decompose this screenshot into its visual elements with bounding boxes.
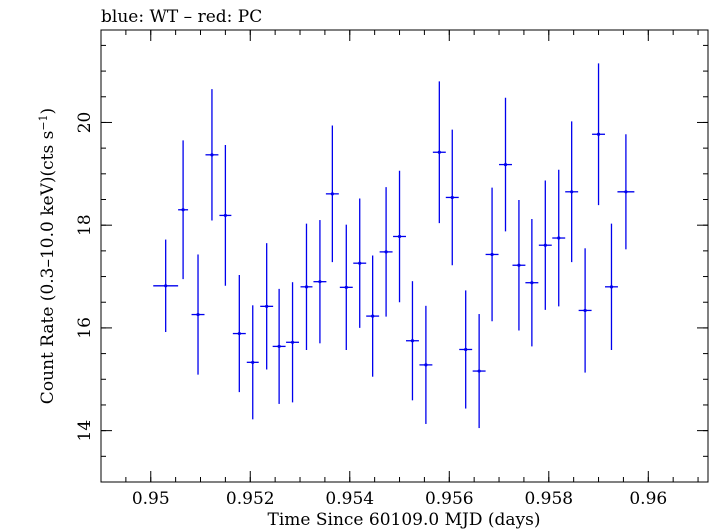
y-axis-label-prefix: Count Rate (0.3–10.0 keV)(cts s (38, 131, 58, 405)
data-point (286, 282, 300, 403)
point-marker (437, 150, 441, 154)
point-marker (330, 192, 334, 196)
data-point (300, 223, 313, 350)
point-marker (464, 347, 468, 352)
point-marker (384, 250, 388, 254)
data-point (605, 223, 618, 350)
y-tick-label: 14 (75, 420, 95, 442)
data-point (353, 198, 367, 328)
point-marker (543, 243, 547, 247)
x-tick-label: 0.958 (524, 489, 573, 509)
data-point (219, 145, 232, 286)
point-marker (358, 261, 362, 265)
data-point (191, 254, 205, 375)
point-marker (223, 213, 227, 218)
x-tick-label: 0.95 (132, 489, 170, 509)
y-tick-label: 16 (75, 317, 95, 339)
data-point (325, 125, 339, 263)
data-point (525, 219, 539, 347)
data-point (499, 97, 512, 232)
chart-title: blue: WT – red: PC (101, 7, 262, 27)
data-point (366, 255, 380, 377)
point-marker (424, 363, 428, 367)
point-marker (583, 308, 587, 313)
y-tick-label: 20 (75, 112, 95, 134)
point-marker (196, 312, 200, 317)
data-point (405, 281, 419, 401)
point-marker (410, 339, 415, 343)
y-tick-label: 18 (75, 214, 95, 236)
y-axis-label-suffix: ) (38, 108, 58, 115)
point-marker (164, 284, 168, 288)
y-axis-label-superscript: −1 (37, 114, 50, 130)
point-marker (557, 236, 561, 240)
point-marker (397, 234, 402, 239)
point-marker (503, 162, 508, 167)
x-axis: 0.95 0.952 0.954 0.956 0.958 0.96 (100, 30, 699, 509)
data-point (246, 305, 259, 420)
plot-frame (100, 29, 709, 483)
data-point (419, 305, 433, 424)
point-marker (290, 340, 295, 344)
point-marker (596, 132, 601, 136)
point-marker (490, 252, 494, 257)
x-tick-label: 0.954 (325, 489, 374, 509)
point-marker (371, 314, 375, 318)
point-marker (237, 331, 241, 336)
point-marker (210, 153, 214, 157)
point-marker (570, 190, 574, 194)
data-point (472, 314, 486, 429)
data-point (339, 224, 353, 350)
data-point (459, 290, 473, 409)
point-marker (344, 285, 348, 289)
data-point (260, 243, 274, 370)
point-marker (624, 190, 628, 194)
point-marker (530, 281, 534, 285)
data-point (578, 248, 592, 373)
point-marker (304, 285, 309, 289)
point-marker (517, 263, 521, 267)
point-marker (277, 344, 281, 348)
data-point (538, 180, 552, 310)
data-point (485, 187, 499, 322)
data-point (432, 81, 446, 224)
data-point (512, 200, 526, 331)
point-marker (181, 208, 185, 212)
point-marker (450, 195, 454, 200)
data-point (205, 89, 219, 221)
y-axis-label: Count Rate (0.3–10.0 keV)(cts s−1) (37, 108, 58, 404)
point-marker (477, 369, 481, 373)
data-point (178, 140, 189, 280)
y-axis: 14 16 18 20 (75, 44, 708, 483)
data-point (153, 239, 179, 333)
x-tick-label: 0.956 (425, 489, 474, 509)
data-point (379, 187, 393, 317)
data-point (592, 63, 606, 206)
point-marker (609, 285, 614, 289)
data-point (445, 129, 459, 266)
point-marker (265, 304, 269, 308)
data-points-layer (153, 63, 635, 429)
data-point (393, 170, 406, 303)
data-point (313, 220, 327, 344)
data-point (565, 121, 579, 263)
x-tick-label: 0.96 (629, 489, 667, 509)
x-axis-label: Time Since 60109.0 MJD (days) (268, 510, 541, 530)
data-point (272, 288, 286, 404)
point-marker (251, 360, 255, 364)
x-tick-label: 0.952 (226, 489, 275, 509)
data-point (232, 275, 246, 393)
point-marker (318, 280, 322, 284)
data-point (552, 169, 566, 307)
data-point (617, 134, 635, 250)
